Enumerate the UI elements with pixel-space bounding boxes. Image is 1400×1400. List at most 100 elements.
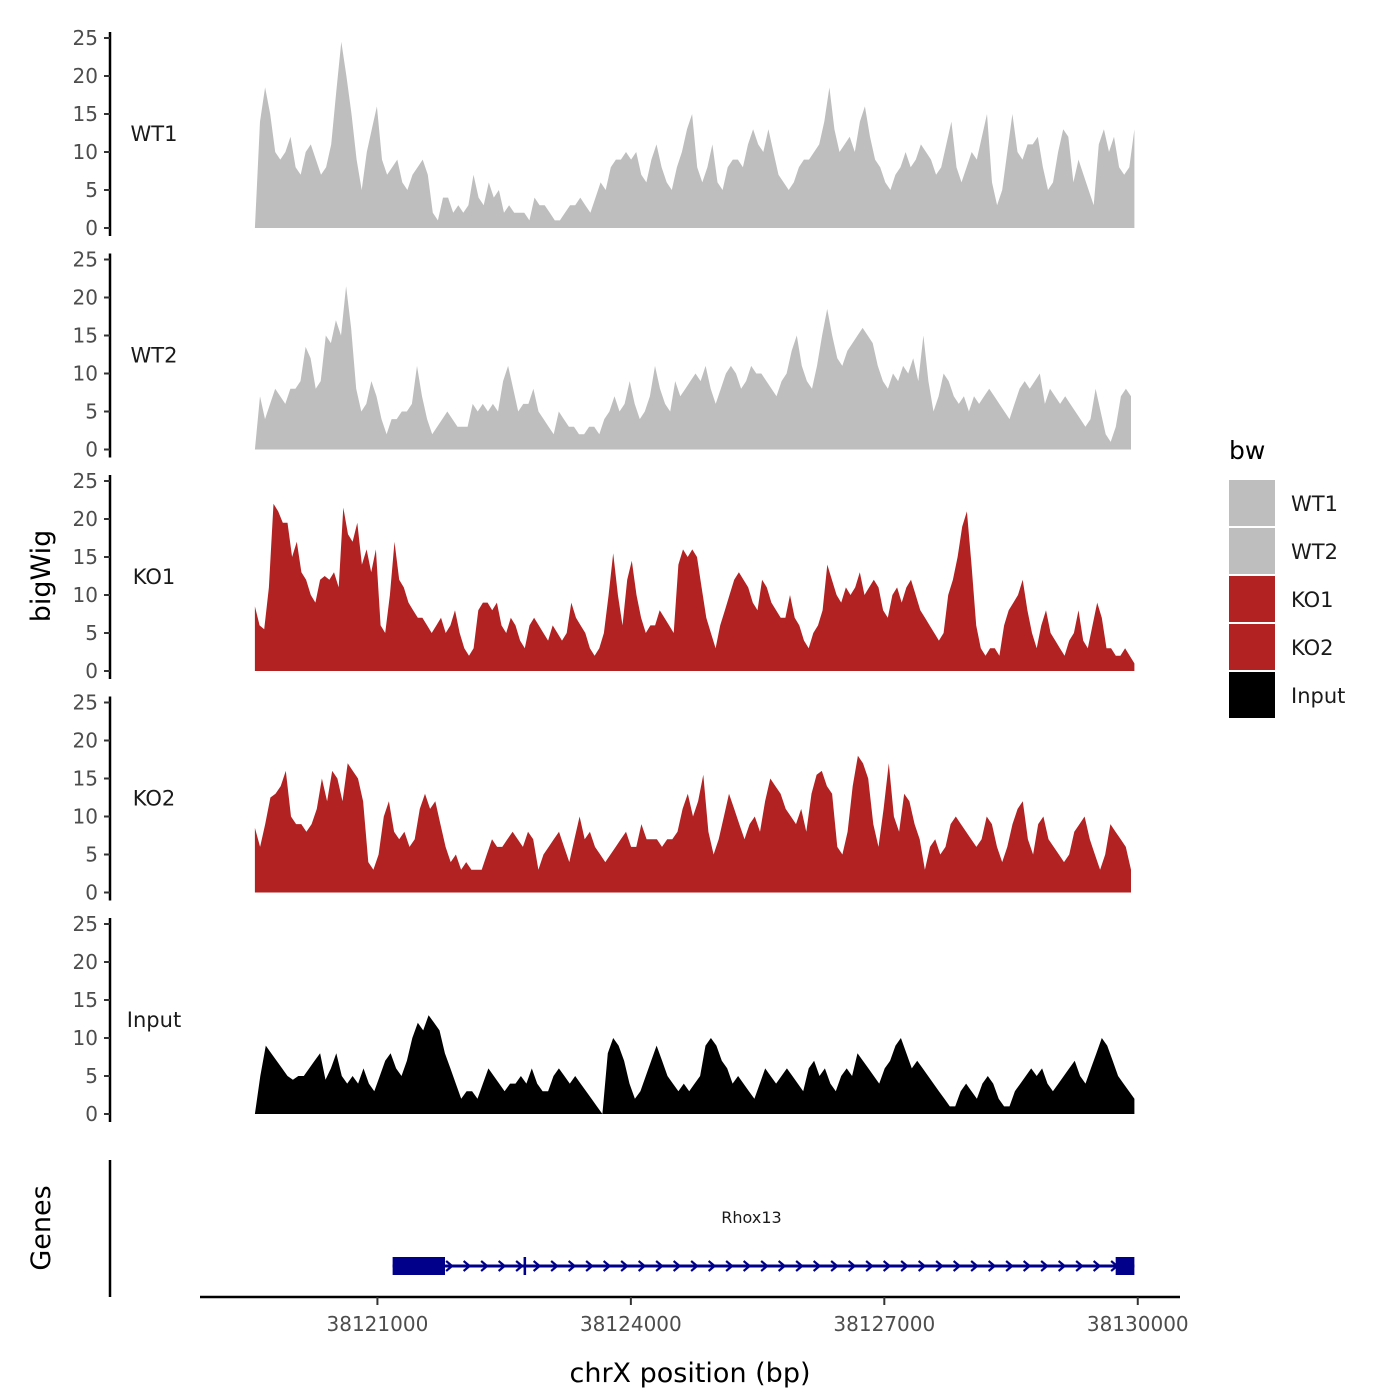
y-tick-label: 10 <box>73 583 98 607</box>
strand-arrow <box>987 1260 997 1272</box>
y-tick-label: 25 <box>73 912 98 936</box>
strand-arrow <box>1075 1260 1084 1272</box>
y-tick-label: 15 <box>73 767 98 791</box>
legend-swatch <box>1229 480 1275 526</box>
gene-cds <box>396 1257 445 1275</box>
y-tick-label: 10 <box>73 362 98 386</box>
coverage-area-wt1 <box>254 41 1135 228</box>
gene-name-label: Rhox13 <box>721 1208 781 1227</box>
y-tick-label: 25 <box>73 691 98 715</box>
strand-arrow <box>1022 1260 1032 1272</box>
strand-arrow <box>497 1260 507 1272</box>
y-tick-label: 20 <box>73 286 98 310</box>
coverage-area-ko1 <box>254 503 1135 671</box>
x-axis: 38121000 38124000 38127000 38130000 <box>200 1295 1189 1336</box>
y-tick-label: 25 <box>73 26 98 50</box>
strand-arrow <box>882 1260 892 1272</box>
strand-arrow <box>690 1260 699 1272</box>
strand-arrow <box>445 1260 454 1272</box>
strand-arrow <box>1057 1260 1067 1272</box>
strand-arrow <box>742 1260 752 1272</box>
y-tick-label: 5 <box>85 400 98 424</box>
legend-label: KO2 <box>1291 636 1334 660</box>
y-tick-label: 25 <box>73 469 98 493</box>
strand-arrow <box>637 1260 647 1272</box>
genes-track-title: Genes <box>26 1185 57 1270</box>
y-tick-label: 20 <box>73 64 98 88</box>
strand-arrow <box>585 1260 594 1272</box>
legend-swatch <box>1229 624 1275 670</box>
y-tick-label: 0 <box>85 659 98 683</box>
track-input: 0 5 10 15 20 25 Input <box>73 912 1135 1126</box>
strand-arrow <box>1092 1260 1102 1272</box>
coverage-area-ko2 <box>254 755 1131 893</box>
y-tick-label: 20 <box>73 729 98 753</box>
legend-entry-ko1: KO1 <box>1229 576 1334 622</box>
x-tick-label: 38130000 <box>1087 1312 1189 1336</box>
legend-swatch <box>1229 528 1275 574</box>
x-tick-label: 38127000 <box>833 1312 935 1336</box>
strand-arrow <box>865 1260 874 1272</box>
strand-arrow <box>970 1260 979 1272</box>
coverage-area-input <box>254 1015 1135 1114</box>
strand-arrow <box>1040 1260 1049 1272</box>
track-label-wt1: WT1 <box>131 122 178 146</box>
y-tick-label: 0 <box>85 438 98 462</box>
strand-arrow <box>480 1260 489 1272</box>
y-tick-label: 5 <box>85 1064 98 1088</box>
strand-arrow <box>550 1260 559 1272</box>
legend: bw WT1 WT2 KO1 KO2 Input <box>1229 436 1345 718</box>
gene-rhox13: Rhox13 <box>392 1208 1135 1275</box>
strand-arrow <box>917 1260 927 1272</box>
y-tick-label: 10 <box>73 140 98 164</box>
strand-arrow <box>935 1260 944 1272</box>
coverage-area-wt2 <box>254 286 1131 450</box>
track-label-wt2: WT2 <box>131 344 178 368</box>
y-tick-label: 5 <box>85 621 98 645</box>
legend-swatch <box>1229 576 1275 622</box>
track-label-ko1: KO1 <box>133 565 176 589</box>
y-tick-label: 15 <box>73 545 98 569</box>
y-tick-label: 10 <box>73 805 98 829</box>
track-ko1: 0 5 10 15 20 25 KO1 <box>73 469 1135 683</box>
track-label-ko2: KO2 <box>133 787 176 811</box>
y-tick-label: 5 <box>85 178 98 202</box>
strand-arrow <box>725 1260 734 1272</box>
strand-arrow <box>532 1260 542 1272</box>
strand-arrow <box>830 1260 839 1272</box>
legend-entry-input: Input <box>1229 672 1345 718</box>
legend-label: WT2 <box>1291 540 1338 564</box>
y-tick-label: 25 <box>73 248 98 272</box>
strand-arrow <box>760 1260 769 1272</box>
y-tick-label: 0 <box>85 881 98 905</box>
strand-arrow <box>515 1260 524 1272</box>
strand-arrow <box>655 1260 664 1272</box>
x-tick-label: 38121000 <box>327 1312 429 1336</box>
track-wt1: 0 5 10 15 20 25 WT1 <box>73 26 1135 240</box>
strand-arrow <box>602 1260 612 1272</box>
y-tick-label: 15 <box>73 324 98 348</box>
y-tick-label: 15 <box>73 988 98 1012</box>
y-tick-label: 20 <box>73 950 98 974</box>
track-wt2: 0 5 10 15 20 25 WT2 <box>73 248 1131 462</box>
gene-cds <box>1115 1257 1133 1275</box>
track-ko2: 0 5 10 15 20 25 KO2 <box>73 691 1131 905</box>
y-axis-title: bigWig <box>26 530 57 623</box>
strand-arrow <box>707 1260 717 1272</box>
track-label-input: Input <box>127 1008 181 1032</box>
strand-arrow <box>777 1260 787 1272</box>
legend-label: WT1 <box>1291 492 1338 516</box>
strand-arrow <box>900 1260 909 1272</box>
legend-title: bw <box>1229 436 1265 465</box>
strand-arrow <box>812 1260 822 1272</box>
coverage-tracks: 0 5 10 15 20 25 WT1 0 5 10 15 20 25 WT2 0 5 10 15 20 25 KO1 0… <box>73 26 1135 1126</box>
x-tick-label: 38124000 <box>580 1312 682 1336</box>
strand-arrow <box>672 1260 682 1272</box>
y-tick-label: 5 <box>85 843 98 867</box>
strand-arrow <box>795 1260 804 1272</box>
strand-arrow <box>847 1260 857 1272</box>
legend-swatch <box>1229 672 1275 718</box>
legend-label: KO1 <box>1291 588 1334 612</box>
